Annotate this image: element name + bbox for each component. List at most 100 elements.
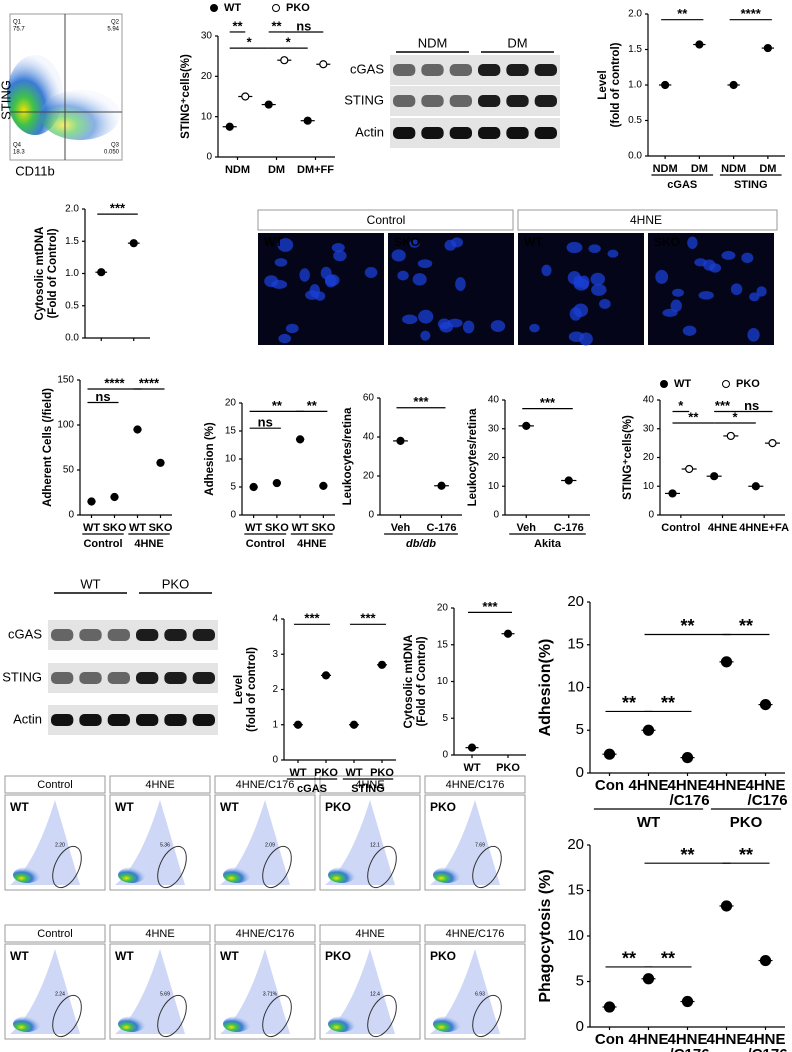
blot-band	[506, 127, 529, 139]
mean-marker	[642, 973, 655, 985]
sig-label: **	[739, 845, 753, 865]
y-axis-label: Leukocytes/retina	[342, 407, 354, 505]
blot-band	[506, 64, 529, 76]
x-tick-label: DM	[759, 163, 776, 175]
sig-label: ***	[360, 611, 376, 626]
flow-header-text: 4HNE	[355, 779, 384, 791]
blot-band	[192, 714, 215, 726]
mean-marker	[661, 80, 670, 90]
nucleus	[694, 258, 707, 267]
mean-marker	[503, 629, 513, 638]
nucleus	[591, 283, 607, 296]
mean-marker	[225, 122, 234, 131]
blot-strip	[390, 86, 560, 116]
sig-label: ***	[540, 395, 556, 410]
mean-marker	[726, 431, 735, 441]
y-tick-label: 5	[230, 482, 236, 493]
nucleus	[687, 236, 698, 249]
x-tick-label: C-176	[554, 522, 584, 534]
flow-core	[118, 867, 146, 883]
nucleus	[672, 288, 684, 297]
flow-x-label: CD11b	[15, 163, 55, 178]
flow-genotype: WT	[10, 800, 29, 814]
y-tick-label: 30	[201, 31, 213, 42]
x-tick-label: WT	[245, 522, 262, 534]
y-tick-label: 2.0	[628, 9, 642, 20]
blot-band	[51, 629, 74, 641]
sig-label: ****	[104, 375, 125, 390]
mean-marker	[87, 497, 96, 506]
flow-genotype: PKO	[430, 949, 456, 963]
legend-marker	[722, 380, 730, 388]
y-tick-label: 20	[201, 71, 213, 82]
y-axis-label: Cytosolic mtDNA	[34, 227, 46, 321]
nucleus	[420, 330, 431, 341]
mean-marker	[241, 92, 250, 101]
y-tick-label: 20	[567, 593, 584, 610]
x-tick-label: SKO	[103, 522, 127, 534]
mean-marker	[303, 116, 312, 125]
nucleus	[277, 238, 294, 252]
x-tick-label: NDM	[721, 163, 746, 175]
blot-row-label: STING	[2, 669, 42, 684]
mean-marker	[437, 481, 446, 490]
flow-genotype: WT	[115, 800, 134, 814]
mean-marker	[156, 458, 165, 467]
sig-label: *	[678, 398, 684, 413]
mean-marker	[321, 671, 331, 680]
image-group: 4HNE	[630, 213, 662, 227]
nucleus	[264, 275, 279, 288]
blot-band	[136, 629, 159, 641]
blot-band	[79, 629, 102, 641]
mean-marker	[319, 481, 328, 490]
mean-marker	[710, 472, 719, 481]
flow-gate	[367, 994, 397, 1038]
sig-label: **	[739, 616, 753, 636]
flow-gate	[472, 845, 502, 889]
mean-marker	[272, 478, 281, 488]
y-tick-label: 5	[442, 713, 448, 724]
sig-label: **	[272, 398, 283, 413]
legend-label: WT	[224, 2, 241, 14]
flow-header-text: 4HNE/C176	[236, 928, 295, 940]
sig-label: ***	[304, 611, 320, 626]
y-tick-label: 2.0	[65, 204, 79, 215]
mean-marker	[467, 743, 477, 752]
flow-gate-value: 5.69	[160, 991, 170, 997]
blot-row-label: STING	[344, 92, 384, 107]
legend-marker	[272, 4, 280, 12]
nucleus	[391, 249, 406, 262]
y-tick-label: 0	[230, 510, 236, 521]
flow-gate-value: 6.93	[475, 991, 485, 997]
nucleus	[749, 292, 760, 302]
sig-label: **	[622, 693, 636, 713]
y-axis-label: Leukocytes/retina	[467, 408, 479, 506]
y-tick-label: 2	[272, 684, 278, 695]
sig-label: **	[680, 845, 694, 865]
blot-band	[534, 127, 557, 139]
sig-label: **	[677, 6, 688, 21]
flow-header-text: Control	[37, 928, 72, 940]
blot-band	[478, 95, 501, 107]
y-tick-label: 20	[567, 836, 584, 853]
flow-gate-value: 12.4	[370, 991, 380, 997]
legend-marker	[660, 380, 668, 388]
flow-gate	[157, 994, 187, 1038]
flow-header	[319, 775, 421, 794]
y-tick-label: 20	[437, 603, 449, 614]
y-tick-label: 0.0	[65, 333, 79, 344]
group-label: Akita	[534, 538, 562, 550]
nucleus	[541, 264, 552, 277]
y-tick-label: 20	[643, 452, 655, 463]
flow-header-text: 4HNE/C176	[236, 779, 295, 791]
quadrant-name: Q4	[13, 143, 22, 149]
nucleus	[325, 274, 340, 287]
mean-marker	[729, 80, 738, 90]
flow-header	[4, 775, 106, 794]
nucleus	[444, 239, 457, 251]
nucleus	[698, 291, 714, 300]
nucleus	[455, 277, 466, 292]
x-tick-label: 4HNE /C176	[743, 1031, 787, 1052]
flow-density	[430, 949, 500, 1034]
